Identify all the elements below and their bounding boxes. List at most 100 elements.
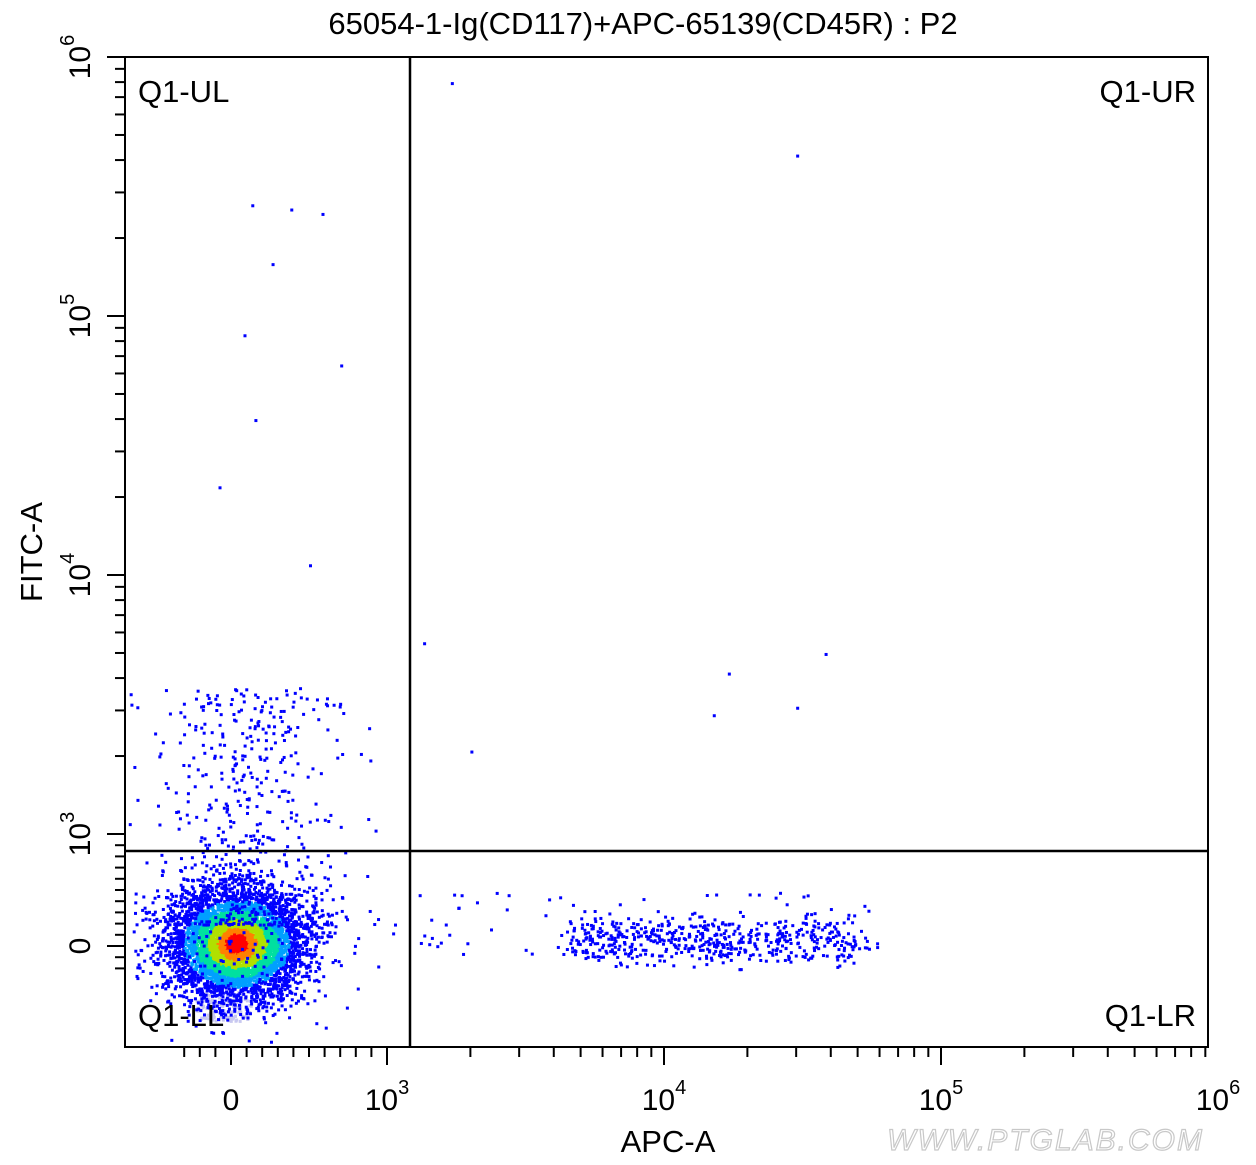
event-dot	[186, 977, 190, 981]
event-dot	[203, 889, 207, 893]
event-dot	[311, 920, 315, 924]
event-dot	[291, 898, 295, 902]
event-dot	[201, 880, 205, 884]
event-dot	[198, 960, 202, 964]
event-dot	[209, 946, 213, 950]
event-dot	[240, 955, 244, 959]
event-dot	[292, 959, 296, 963]
event-dot	[236, 892, 240, 896]
event-dot	[289, 990, 293, 994]
event-dot	[261, 886, 265, 890]
event-dot	[221, 949, 225, 953]
event-dot	[199, 975, 203, 979]
event-dot	[208, 898, 212, 902]
event-dot	[232, 960, 236, 964]
event-dot	[235, 921, 239, 925]
event-dot	[194, 942, 198, 946]
event-dot	[265, 967, 269, 971]
event-dot	[179, 968, 183, 972]
event-dot	[290, 963, 294, 967]
event-dot	[205, 941, 209, 945]
event-dot	[197, 916, 201, 920]
event-dot	[198, 954, 202, 958]
event-dot	[205, 893, 209, 897]
event-dot	[203, 957, 207, 961]
event-dot	[214, 978, 218, 982]
event-dot	[210, 976, 214, 980]
event-dot	[295, 922, 299, 926]
event-dot	[179, 941, 183, 945]
event-dot	[196, 906, 200, 910]
event-dot	[220, 942, 224, 946]
event-dot	[265, 960, 269, 964]
event-dot	[167, 945, 171, 949]
event-dot	[233, 1014, 237, 1018]
event-dot	[254, 988, 258, 992]
event-dot	[260, 973, 264, 977]
event-dot	[216, 941, 220, 945]
event-dot	[174, 985, 178, 989]
event-dot	[202, 884, 206, 888]
event-dot	[252, 893, 256, 897]
event-dot	[202, 1013, 206, 1017]
event-dot	[254, 972, 258, 976]
event-dot	[207, 941, 211, 945]
event-dot	[198, 993, 202, 997]
event-dot	[242, 938, 246, 942]
event-dot	[225, 967, 229, 971]
event-dot	[289, 935, 293, 939]
event-dot	[214, 961, 218, 965]
event-dot	[232, 909, 236, 913]
event-dot	[294, 980, 298, 984]
event-dot	[195, 938, 199, 942]
event-dot	[249, 963, 253, 967]
event-dot	[179, 883, 183, 887]
event-dot	[217, 927, 221, 931]
event-dot	[252, 881, 256, 885]
event-dot	[177, 969, 181, 973]
event-dot	[258, 880, 262, 884]
event-dot	[232, 958, 236, 962]
event-dot	[269, 934, 273, 938]
event-dot	[168, 964, 172, 968]
event-dot	[261, 967, 265, 971]
event-dot	[178, 930, 182, 934]
event-dot	[291, 968, 295, 972]
event-dot	[313, 999, 317, 1003]
event-dot	[249, 977, 253, 981]
event-dot	[212, 934, 216, 938]
event-dot	[231, 876, 235, 880]
event-dot	[212, 961, 216, 965]
event-dot	[217, 942, 221, 946]
event-dot	[175, 963, 179, 967]
event-dot	[232, 1003, 236, 1007]
event-dot	[185, 996, 189, 1000]
event-dot	[197, 947, 201, 951]
event-dot	[225, 955, 229, 959]
event-dot	[151, 901, 155, 905]
event-dot	[217, 949, 221, 953]
event-dot	[204, 902, 208, 906]
event-dot	[196, 957, 200, 961]
event-dot	[191, 954, 195, 958]
event-dot	[234, 958, 238, 962]
event-dot	[205, 909, 209, 913]
event-dot	[313, 979, 317, 983]
event-dot	[294, 960, 298, 964]
event-dot	[275, 960, 279, 964]
event-dot	[275, 924, 279, 928]
event-dot	[291, 949, 295, 953]
event-dot	[249, 947, 253, 951]
event-dot	[188, 931, 192, 935]
event-dot	[272, 875, 276, 879]
event-dot	[265, 886, 269, 890]
event-dot	[209, 982, 213, 986]
event-dot	[236, 915, 240, 919]
event-dot	[173, 904, 177, 908]
event-dot	[253, 954, 257, 958]
event-dot	[276, 963, 280, 967]
event-dot	[191, 935, 195, 939]
event-dot	[178, 977, 182, 981]
event-dot	[268, 947, 272, 951]
event-dot	[222, 894, 226, 898]
